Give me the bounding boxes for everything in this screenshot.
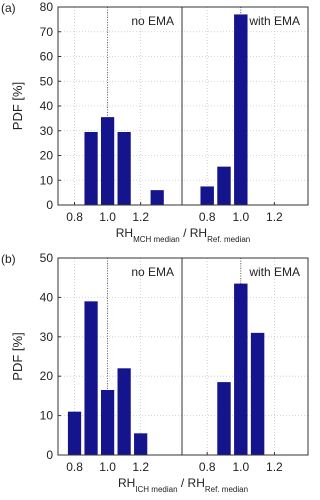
x-label-subscript: Ref. median [205, 485, 248, 494]
bar [200, 186, 214, 205]
figure: (a)PDF [%]RHMCH median / RHRef. median01… [1, 0, 309, 494]
y-tick-label: 60 [40, 50, 54, 64]
x-tick-label: 1.2 [132, 460, 149, 474]
x-label-subscript: Ref. median [207, 235, 250, 244]
x-tick-label: 0.8 [66, 460, 83, 474]
y-axis-label: PDF [%] [10, 82, 25, 130]
x-tick-label: 1.2 [266, 460, 283, 474]
y-tick-label: 30 [40, 330, 54, 344]
x-label-part: RH [118, 476, 135, 490]
x-tick-label: 0.8 [199, 210, 216, 224]
bar [117, 131, 131, 205]
subplot-title: no EMA [131, 14, 174, 28]
subplot-title: no EMA [131, 265, 174, 279]
bar [250, 332, 265, 455]
bar [217, 166, 231, 205]
x-axis-label: RHICH median / RHRef. median [118, 476, 248, 494]
y-tick-label: 0 [46, 198, 53, 212]
bar [100, 117, 115, 205]
y-tick-label: 20 [40, 149, 54, 163]
y-tick-label: 20 [40, 369, 54, 383]
panel-label: (b) [1, 252, 16, 266]
bar [84, 131, 98, 205]
x-tick-label: 1.0 [99, 460, 116, 474]
x-label-part: / RH [178, 476, 205, 490]
x-label-part: RH [116, 226, 133, 240]
bar [84, 301, 98, 455]
bar [117, 368, 131, 455]
bar [234, 283, 248, 455]
bar [67, 411, 82, 455]
bar [100, 389, 115, 455]
bar [134, 433, 148, 455]
plot-frame [57, 6, 309, 206]
y-tick-label: 80 [40, 0, 54, 14]
x-tick-label: 1.2 [132, 210, 149, 224]
x-label-subscript: MCH median [133, 235, 180, 244]
subplot-title: with EMA [248, 265, 300, 279]
y-tick-label: 70 [40, 25, 54, 39]
bar [217, 382, 231, 455]
x-tick-label: 0.8 [199, 460, 216, 474]
y-tick-label: 50 [40, 74, 54, 88]
x-label-subscript: ICH median [135, 485, 177, 494]
x-tick-label: 1.0 [99, 210, 116, 224]
x-tick-label: 1.0 [232, 210, 249, 224]
y-tick-label: 10 [40, 173, 54, 187]
y-tick-label: 10 [40, 409, 54, 423]
x-axis-label: RHMCH median / RHRef. median [116, 226, 251, 244]
plot-frame [57, 257, 309, 456]
y-axis-label: PDF [%] [10, 332, 25, 380]
subplot-title: with EMA [248, 14, 300, 28]
panel-label: (a) [1, 1, 16, 15]
y-tick-label: 40 [40, 99, 54, 113]
x-label-part: / RH [180, 226, 207, 240]
x-tick-label: 1.2 [266, 210, 283, 224]
y-tick-label: 30 [40, 124, 54, 138]
x-tick-label: 0.8 [66, 210, 83, 224]
bar [150, 190, 164, 205]
y-tick-label: 0 [46, 448, 53, 462]
y-tick-label: 50 [40, 251, 54, 265]
x-tick-label: 1.0 [232, 460, 249, 474]
y-tick-label: 40 [40, 290, 54, 304]
bar [234, 14, 248, 205]
